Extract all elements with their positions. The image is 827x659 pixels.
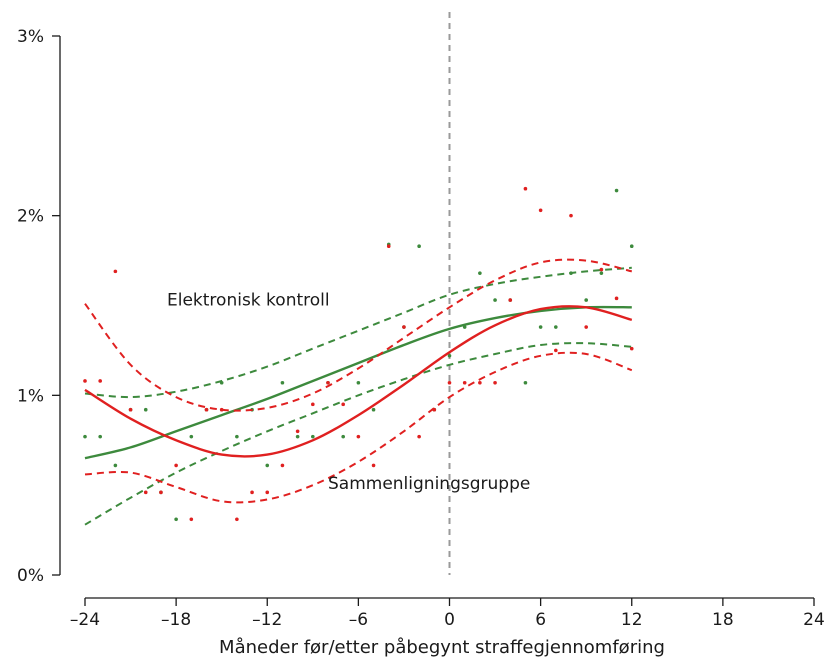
point-comparison (386, 244, 391, 249)
point-comparison (584, 325, 588, 329)
point-comparison (478, 380, 482, 385)
point-electronic (265, 463, 270, 468)
point-comparison (356, 434, 361, 439)
point-comparison (326, 380, 330, 385)
point-electronic (83, 434, 87, 439)
x-tick-label: –24 (70, 610, 100, 630)
ci-lower-comparison (84, 351, 633, 504)
point-electronic (189, 434, 194, 439)
point-electronic (341, 434, 345, 439)
y-tick-label: 3% (17, 27, 44, 47)
point-comparison (174, 463, 178, 468)
ci-upper-comparison (84, 258, 633, 412)
point-electronic (235, 434, 239, 439)
x-tick-label: 18 (712, 610, 734, 630)
point-comparison (113, 269, 118, 274)
point-comparison (265, 490, 270, 495)
point-comparison (493, 380, 497, 385)
point-electronic (98, 434, 102, 439)
point-electronic (356, 380, 361, 385)
point-comparison (417, 434, 421, 439)
point-comparison (447, 380, 452, 385)
point-electronic (614, 188, 619, 193)
point-electronic (629, 244, 634, 249)
point-comparison (204, 407, 209, 412)
point-electronic (462, 325, 467, 329)
y-tick-label: 0% (17, 566, 44, 586)
point-comparison (159, 490, 163, 495)
point-electronic (174, 517, 178, 522)
x-tick-label: –18 (161, 610, 191, 630)
x-tick-label: –12 (252, 610, 282, 630)
point-comparison (554, 348, 558, 353)
point-comparison (371, 463, 376, 468)
x-tick-label: –6 (349, 610, 368, 630)
point-comparison (523, 186, 528, 191)
ci-lower-electronic (84, 342, 632, 526)
series-electronic (83, 188, 634, 526)
point-comparison (402, 325, 406, 329)
point-electronic (523, 380, 528, 385)
x-tick-label: 24 (803, 610, 825, 630)
point-comparison (629, 346, 634, 351)
annotation-elektronisk-kontroll: Elektronisk kontroll (167, 291, 330, 311)
point-comparison (311, 402, 315, 407)
annotation-sammenligningsgruppe: Sammenligningsgruppe (328, 474, 530, 494)
point-comparison (235, 517, 239, 522)
point-comparison (83, 379, 87, 383)
x-tick-label: 0 (444, 610, 455, 630)
point-comparison (189, 517, 194, 522)
point-comparison (462, 380, 467, 385)
series-layer (83, 186, 634, 526)
point-electronic (280, 380, 285, 385)
point-comparison (569, 213, 573, 218)
point-electronic (219, 380, 224, 385)
x-tick-label: 12 (621, 610, 643, 630)
point-comparison (341, 402, 345, 407)
point-electronic (569, 271, 573, 275)
point-electronic (417, 244, 421, 249)
point-comparison (219, 407, 224, 412)
ci-upper-electronic (84, 266, 632, 399)
point-comparison (98, 379, 102, 383)
point-electronic (113, 463, 118, 468)
point-comparison (143, 490, 148, 495)
point-electronic (295, 434, 300, 439)
point-comparison (280, 463, 285, 468)
point-comparison (128, 407, 133, 412)
point-electronic (371, 407, 376, 412)
x-tick-label: 6 (535, 610, 546, 630)
point-electronic (554, 325, 558, 329)
point-comparison (250, 490, 254, 495)
point-electronic (493, 298, 497, 302)
point-electronic (538, 325, 543, 329)
point-electronic (599, 271, 604, 275)
point-electronic (143, 407, 148, 412)
y-tick-label: 1% (17, 386, 44, 406)
y-tick-label: 2% (17, 207, 44, 227)
point-electronic (311, 434, 315, 439)
series-comparison (83, 186, 634, 522)
point-comparison (295, 429, 300, 434)
axes-layer: –24 –18 –12 –6 0 6 12 18 24 0% 1% 2% 3% (17, 27, 825, 630)
point-electronic (584, 298, 588, 302)
point-comparison (599, 267, 604, 272)
point-comparison (432, 407, 437, 412)
x-axis-title: Måneder før/etter påbegynt straffegjenno… (219, 637, 665, 658)
fit-line-comparison (84, 305, 633, 458)
fit-line-electronic (84, 305, 632, 460)
point-electronic (478, 271, 482, 275)
point-comparison (538, 208, 543, 213)
point-electronic (447, 354, 452, 358)
point-comparison (508, 298, 513, 302)
point-comparison (614, 296, 619, 301)
